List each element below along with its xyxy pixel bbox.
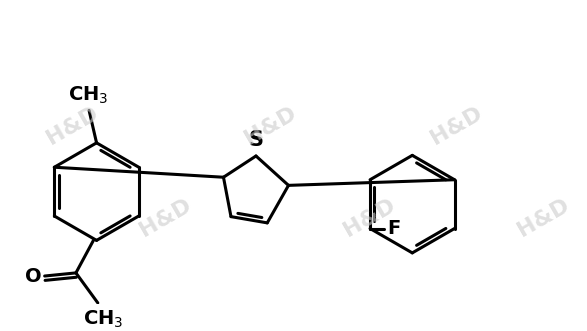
Text: H&D: H&D	[427, 103, 485, 149]
Text: O: O	[25, 266, 42, 286]
Text: H&D: H&D	[514, 195, 573, 241]
Text: F: F	[387, 219, 401, 238]
Text: CH$_3$: CH$_3$	[83, 309, 123, 330]
Text: H&D: H&D	[136, 195, 195, 241]
Text: H&D: H&D	[43, 103, 102, 149]
Text: S: S	[248, 130, 264, 150]
Text: CH$_3$: CH$_3$	[68, 85, 108, 106]
Text: H&D: H&D	[340, 195, 399, 241]
Text: H&D: H&D	[241, 103, 299, 149]
